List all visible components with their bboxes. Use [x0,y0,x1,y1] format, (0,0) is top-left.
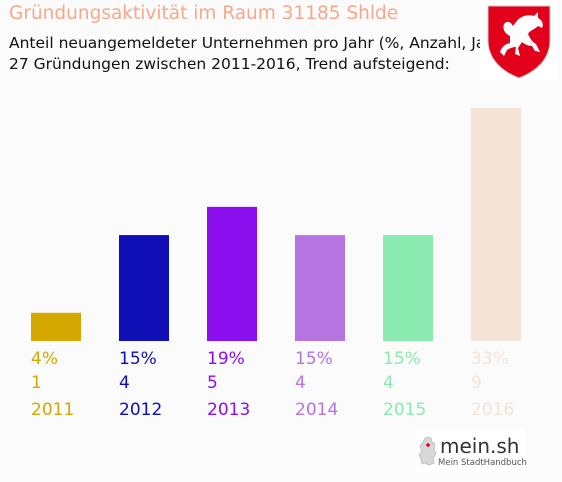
germany-map-icon [418,436,437,466]
percent-label-2012: 15% [119,349,157,369]
brand-name: mein.sh [440,434,520,458]
brand-logo: mein.sh Mein StadtHandbuch [416,430,527,472]
count-label-2013: 5 [207,373,218,393]
year-label-2013: 2013 [207,400,250,420]
year-label-2014: 2014 [295,400,338,420]
bar-2015 [383,235,433,341]
chart-subtitle: Anteil neuangemeldeter Unternehmen pro J… [9,34,508,52]
percent-label-2011: 4% [31,349,58,369]
count-label-2011: 1 [31,373,42,393]
count-label-2012: 4 [119,373,130,393]
count-label-2015: 4 [383,373,394,393]
percent-label-2013: 19% [207,349,245,369]
bar-2016 [471,108,521,341]
coat-of-arms-logo [480,0,558,80]
bar-2012 [119,235,169,341]
horse-shield-icon [487,5,551,79]
bar-2014 [295,235,345,341]
percent-label-2016: 33% [471,349,509,369]
year-label-2016: 2016 [471,400,514,420]
bar-2011 [31,312,81,341]
count-label-2014: 4 [295,373,306,393]
percent-label-2015: 15% [383,349,421,369]
chart-title: Gründungsaktivität im Raum 31185 Shlde [9,3,399,24]
percent-label-2014: 15% [295,349,333,369]
count-label-2016: 9 [471,373,482,393]
brand-tagline: Mein StadtHandbuch [438,458,527,468]
year-label-2015: 2015 [383,400,426,420]
year-label-2011: 2011 [31,400,74,420]
bar-2013 [207,206,257,341]
chart-summary: 27 Gründungen zwischen 2011-2016, Trend … [9,55,450,73]
year-label-2012: 2012 [119,400,162,420]
